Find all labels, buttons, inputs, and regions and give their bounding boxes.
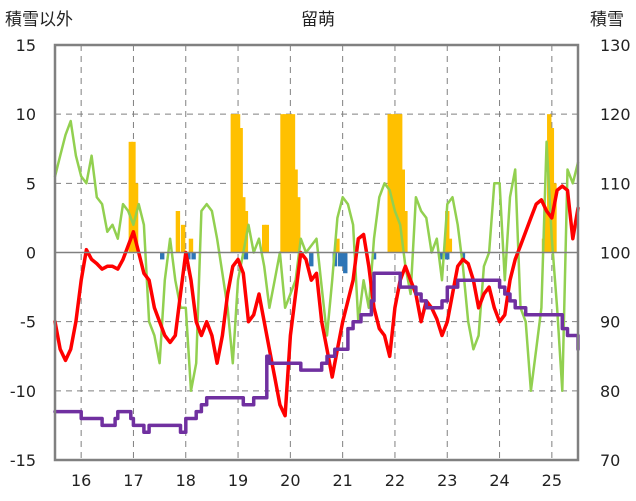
series-lines: [53, 119, 580, 435]
snowfall-bar: [447, 238, 453, 253]
snowfall-bar: [233, 114, 238, 253]
x-tick-label: 19: [228, 471, 248, 490]
snowfall-bar: [295, 197, 301, 253]
negative-bar: [371, 252, 377, 260]
x-tick-label: 24: [489, 471, 509, 490]
green-series-line: [53, 119, 580, 393]
snowfall-bar: [392, 114, 398, 253]
snowfall-bar: [395, 114, 400, 253]
x-tick-label: 25: [542, 471, 562, 490]
snowfall-bar: [293, 169, 298, 253]
snowfall-bar: [445, 211, 450, 253]
bars: [128, 114, 557, 274]
negative-bar: [309, 252, 314, 267]
right-axis-ticks: 130 120 110 100 90 80 70: [600, 36, 631, 470]
negative-bar: [343, 252, 348, 274]
snow-depth-line: [53, 271, 580, 435]
left-tick-label: 10: [16, 105, 36, 124]
right-tick-label: 80: [600, 382, 620, 401]
negative-bar: [337, 252, 343, 267]
x-axis-ticks: 16 17 18 19 20 21 22 23 24 25: [71, 471, 562, 490]
snowfall-bar: [128, 141, 134, 253]
right-tick-label: 120: [600, 105, 631, 124]
negative-bar: [243, 252, 249, 260]
snowfall-bar: [241, 197, 246, 253]
right-tick-label: 100: [600, 244, 631, 263]
snowfall-bar: [264, 224, 270, 253]
snowfall-bar: [280, 114, 285, 253]
snowfall-bar: [238, 128, 243, 253]
snowfall-bar: [544, 211, 549, 253]
snowfall-bar: [175, 211, 181, 253]
snowfall-bar: [400, 169, 405, 253]
x-tick-label: 20: [280, 471, 300, 490]
right-tick-label: 110: [600, 174, 631, 193]
x-tick-label: 18: [176, 471, 196, 490]
snowfall-bar: [243, 211, 249, 253]
left-tick-label: -10: [10, 382, 36, 401]
x-tick-label: 22: [385, 471, 405, 490]
temperature-line: [53, 184, 580, 418]
right-tick-label: 70: [600, 451, 620, 470]
snowfall-bar: [403, 211, 408, 253]
chart-title: 留萌: [301, 10, 335, 30]
left-axis-label: 積雪以外: [5, 10, 73, 30]
right-axis-label: 積雪: [590, 10, 624, 30]
snowfall-bar: [335, 238, 340, 253]
negative-bar: [439, 252, 445, 260]
snowfall-bar: [397, 114, 403, 253]
x-tick-label: 17: [123, 471, 143, 490]
snowfall-bar: [282, 114, 288, 253]
snowfall-bar: [549, 128, 555, 253]
right-tick-label: 90: [600, 313, 620, 332]
snowfall-bar: [180, 224, 186, 253]
plot-frame: [53, 43, 580, 462]
snowfall-bar: [288, 114, 293, 253]
snowfall-bar: [230, 114, 236, 253]
snowfall-bar: [235, 114, 241, 253]
snowfall-bar: [188, 238, 194, 253]
snowfall-bar: [390, 114, 395, 253]
x-tick-label: 21: [332, 471, 352, 490]
right-tick-label: 130: [600, 36, 631, 55]
x-tick-label: 16: [71, 471, 91, 490]
negative-bar: [340, 252, 345, 267]
left-tick-label: 5: [26, 174, 36, 193]
snowfall-bar: [387, 114, 392, 253]
negative-bar: [191, 252, 196, 260]
snowfall-bar: [285, 114, 290, 253]
left-tick-label: -15: [10, 451, 36, 470]
snowfall-bar: [262, 224, 267, 253]
negative-bar: [460, 252, 466, 260]
negative-bar: [160, 252, 165, 260]
negative-bar: [445, 252, 450, 260]
snowfall-bar: [290, 114, 296, 253]
left-axis-ticks: 15 10 5 0 -5 -10 -15: [10, 36, 36, 470]
negative-bar: [186, 252, 191, 260]
left-tick-label: 0: [26, 244, 36, 263]
snowfall-bar: [552, 183, 557, 253]
left-tick-label: -5: [20, 313, 36, 332]
left-tick-label: 15: [16, 36, 36, 55]
x-tick-label: 23: [437, 471, 457, 490]
snowfall-bar: [131, 141, 136, 253]
